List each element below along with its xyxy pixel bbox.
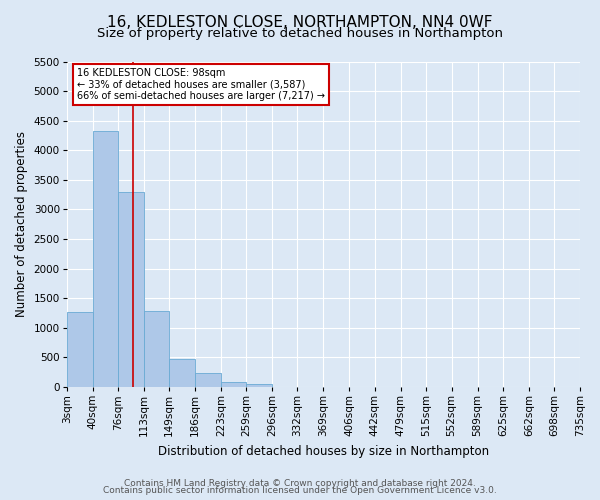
Bar xyxy=(67,312,92,387)
Text: Contains HM Land Registry data © Crown copyright and database right 2024.: Contains HM Land Registry data © Crown c… xyxy=(124,478,476,488)
Bar xyxy=(169,358,195,387)
Bar xyxy=(92,131,118,387)
Y-axis label: Number of detached properties: Number of detached properties xyxy=(15,132,28,318)
X-axis label: Distribution of detached houses by size in Northampton: Distribution of detached houses by size … xyxy=(158,444,489,458)
Text: 16 KEDLESTON CLOSE: 98sqm
← 33% of detached houses are smaller (3,587)
66% of se: 16 KEDLESTON CLOSE: 98sqm ← 33% of detac… xyxy=(77,68,325,101)
Text: Size of property relative to detached houses in Northampton: Size of property relative to detached ho… xyxy=(97,28,503,40)
Text: 16, KEDLESTON CLOSE, NORTHAMPTON, NN4 0WF: 16, KEDLESTON CLOSE, NORTHAMPTON, NN4 0W… xyxy=(107,15,493,30)
Bar xyxy=(144,310,169,387)
Bar xyxy=(246,384,272,387)
Bar xyxy=(195,374,221,387)
Text: Contains public sector information licensed under the Open Government Licence v3: Contains public sector information licen… xyxy=(103,486,497,495)
Bar xyxy=(118,192,144,387)
Bar xyxy=(221,382,246,387)
